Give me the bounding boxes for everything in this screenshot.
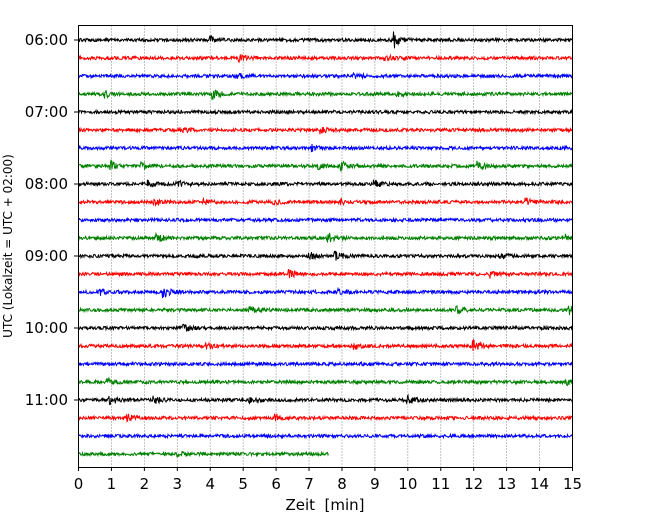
trace-1000: [78, 323, 573, 332]
trace-1100: [78, 393, 573, 406]
trace-0830: [78, 216, 573, 224]
y-tick-label: 09:00: [25, 247, 68, 265]
x-axis-ticks: 0 1 2 3 4 5 6 7 8 9 10 11 12 13 14 15: [74, 467, 582, 493]
x-tick-label: 6: [271, 475, 281, 493]
trace-0630: [78, 72, 573, 80]
x-tick-label: 5: [238, 475, 248, 493]
trace-1030: [78, 360, 573, 368]
plot-frame: [78, 25, 573, 468]
trace-0900: [78, 250, 573, 261]
x-axis-label: Zeit [min]: [285, 496, 364, 514]
x-tick-label: 14: [530, 475, 549, 493]
trace-0815: [78, 196, 573, 207]
trace-0715: [78, 126, 573, 135]
x-tick-label: 8: [337, 475, 347, 493]
trace-0645: [78, 89, 573, 101]
trace-1115: [78, 413, 573, 423]
trace-0915: [78, 268, 573, 279]
trace-0800: [78, 179, 573, 188]
x-tick-label: 7: [304, 475, 314, 493]
x-tick-label: 12: [464, 475, 483, 493]
trace-1130: [78, 432, 573, 440]
x-tick-label: 10: [398, 475, 417, 493]
trace-0745: [78, 159, 573, 173]
trace-0600: [78, 31, 573, 49]
trace-1015: [78, 338, 573, 351]
y-tick-label: 11:00: [25, 391, 68, 409]
y-tick-label: 08:00: [25, 175, 68, 193]
trace-1145: [78, 450, 329, 458]
x-tick-label: 11: [431, 475, 450, 493]
trace-0930: [78, 286, 573, 299]
x-tick-label: 4: [205, 475, 215, 493]
seismogram-traces: [78, 31, 573, 458]
x-tick-label: 0: [74, 475, 84, 493]
trace-0945: [78, 305, 573, 316]
x-tick-label: 15: [563, 475, 582, 493]
x-tick-label: 13: [497, 475, 516, 493]
trace-0615: [78, 53, 573, 64]
trace-0730: [78, 143, 573, 153]
trace-1045: [78, 376, 573, 387]
y-tick-label: 07:00: [25, 103, 68, 121]
trace-0845: [78, 231, 573, 243]
x-tick-label: 9: [370, 475, 380, 493]
x-tick-label: 1: [107, 475, 117, 493]
y-axis-label: UTC (Lokalzeit = UTC + 02:00): [1, 154, 15, 338]
trace-0700: [78, 108, 573, 116]
y-tick-label: 10:00: [25, 319, 68, 337]
x-tick-label: 2: [140, 475, 150, 493]
y-axis-ticks: 06:00 07:00 08:00 09:00 10:00 11:00: [25, 31, 79, 409]
x-tick-label: 3: [173, 475, 183, 493]
y-tick-label: 06:00: [25, 31, 68, 49]
